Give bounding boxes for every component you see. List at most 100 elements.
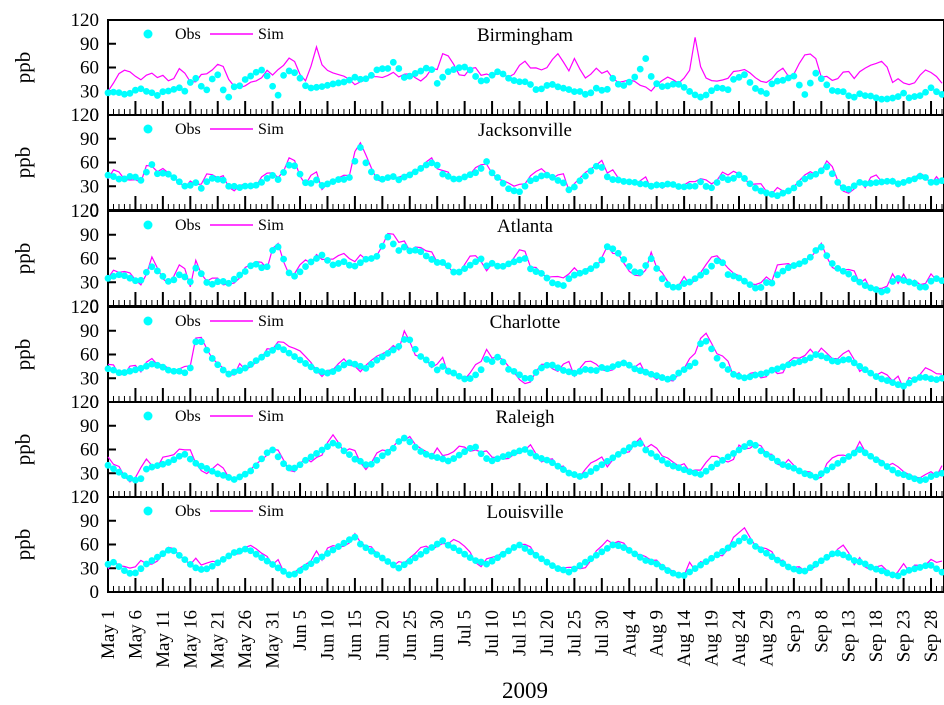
y-tick-label: 30 (80, 176, 99, 197)
x-tick-label: Jul 30 (592, 610, 613, 656)
obs-point (121, 90, 128, 98)
obs-point (554, 83, 562, 91)
obs-point (538, 555, 545, 563)
obs-point (153, 267, 161, 275)
obs-point (719, 361, 726, 369)
obs-point (845, 270, 853, 278)
obs-point (543, 558, 551, 566)
obs-point (598, 256, 606, 264)
obs-point (812, 170, 820, 178)
x-tick-label: May 6 (125, 610, 146, 659)
obs-point (175, 271, 183, 279)
obs-point (444, 457, 452, 465)
obs-point (554, 364, 562, 372)
obs-point (916, 92, 924, 100)
obs-point (143, 465, 150, 473)
obs-point (225, 182, 233, 190)
obs-point (587, 366, 595, 374)
x-tick-label: Sep 3 (784, 610, 805, 653)
obs-point (439, 363, 447, 370)
obs-point (274, 176, 282, 183)
obs-point (362, 461, 370, 469)
obs-point (609, 541, 617, 549)
obs-point (241, 182, 249, 190)
obs-point (494, 455, 501, 463)
y-tick-label: 0 (90, 200, 100, 221)
obs-point (439, 455, 447, 463)
obs-point (828, 463, 836, 471)
obs-point (653, 181, 661, 189)
obs-point (313, 176, 320, 184)
obs-point (691, 91, 699, 99)
obs-point (499, 453, 507, 460)
obs-point (159, 88, 167, 96)
obs-point (455, 372, 463, 380)
obs-point (417, 67, 425, 75)
obs-point (400, 74, 408, 81)
obs-point (203, 279, 211, 286)
obs-point (428, 544, 436, 551)
obs-point (889, 177, 897, 185)
obs-point (406, 438, 414, 446)
obs-point (236, 82, 244, 90)
obs-point (532, 175, 540, 183)
obs-point (291, 162, 298, 170)
obs-point (625, 444, 633, 451)
obs-point (784, 361, 792, 369)
obs-point (922, 88, 929, 96)
obs-point (598, 86, 606, 94)
obs-point (549, 361, 556, 369)
obs-point (494, 68, 501, 76)
obs-point (570, 369, 578, 377)
y-tick-label: 120 (71, 10, 100, 31)
obs-point (313, 366, 320, 374)
obs-point (603, 365, 611, 373)
obs-point (905, 379, 913, 387)
obs-point (878, 288, 886, 296)
obs-point (768, 366, 776, 374)
obs-point (708, 87, 715, 95)
obs-point (241, 545, 249, 553)
obs-point (126, 274, 134, 282)
obs-point (356, 259, 364, 267)
obs-point (620, 82, 628, 89)
obs-point (384, 233, 392, 241)
obs-point (801, 567, 809, 575)
obs-point (411, 168, 419, 176)
obs-point (252, 68, 260, 76)
obs-point (351, 73, 359, 81)
obs-point (752, 441, 759, 449)
obs-point (439, 259, 447, 266)
obs-point (110, 272, 117, 280)
obs-point (132, 86, 139, 94)
obs-point (686, 182, 694, 190)
obs-point (839, 551, 847, 559)
obs-point (911, 279, 918, 287)
obs-point (175, 84, 183, 92)
obs-point (817, 243, 825, 251)
obs-point (186, 560, 194, 568)
obs-point (378, 175, 386, 183)
obs-point (730, 450, 737, 457)
obs-point (856, 278, 864, 286)
obs-point (817, 352, 825, 360)
obs-point (302, 360, 309, 367)
obs-point (795, 81, 803, 89)
obs-point (280, 460, 287, 468)
obs-point (713, 354, 721, 362)
city-label: Atlanta (497, 216, 553, 237)
x-tick-label: Sep 23 (894, 610, 915, 662)
obs-point (428, 66, 436, 74)
obs-point (795, 467, 803, 475)
obs-point (850, 275, 858, 283)
obs-point (806, 253, 814, 261)
obs-point (691, 275, 699, 283)
obs-point (647, 449, 655, 457)
obs-point (428, 159, 436, 167)
obs-point (148, 360, 156, 368)
obs-point (746, 439, 754, 447)
obs-point (505, 365, 512, 373)
obs-point (532, 551, 540, 559)
obs-point (746, 281, 754, 289)
obs-point (362, 159, 370, 167)
